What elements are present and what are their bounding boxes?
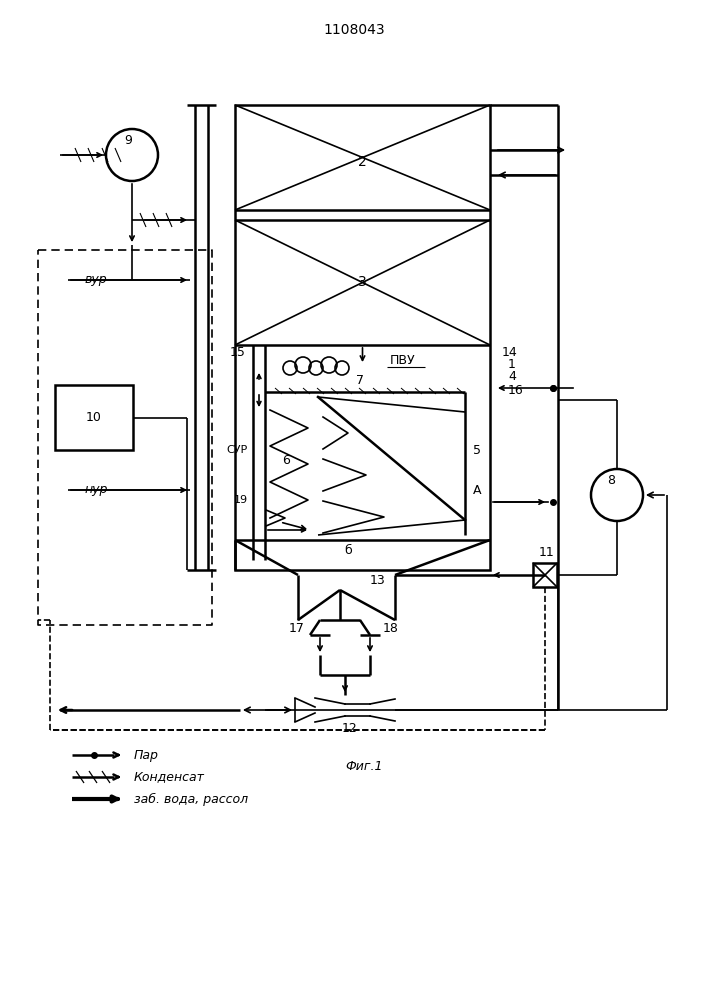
Text: 16: 16: [508, 383, 524, 396]
Text: Пар: Пар: [134, 748, 159, 762]
Text: б: б: [344, 544, 352, 556]
Text: 9: 9: [124, 134, 132, 147]
Bar: [55, 385, 133, 450]
Text: 8: 8: [607, 474, 615, 487]
Text: 2: 2: [358, 155, 367, 169]
Text: 3: 3: [358, 275, 367, 290]
Circle shape: [106, 129, 158, 181]
Text: 12: 12: [342, 722, 358, 734]
Text: 11: 11: [539, 546, 555, 560]
Bar: [235, 105, 490, 570]
Text: заб. вода, рассол: заб. вода, рассол: [134, 792, 248, 806]
Text: A: A: [473, 484, 481, 496]
Text: Конденсат: Конденсат: [134, 770, 205, 784]
Text: 17: 17: [289, 621, 305, 635]
Bar: [533, 563, 557, 587]
Text: нур: нур: [85, 484, 108, 496]
Text: 13: 13: [370, 574, 386, 586]
Text: 1108043: 1108043: [323, 23, 385, 37]
Text: 10: 10: [86, 411, 102, 424]
Circle shape: [591, 469, 643, 521]
Text: 1: 1: [508, 359, 516, 371]
Text: 19: 19: [234, 495, 248, 505]
Text: 4: 4: [508, 370, 516, 383]
Text: 7: 7: [356, 374, 364, 387]
Text: СУР: СУР: [227, 445, 248, 455]
Text: 6: 6: [282, 454, 290, 466]
Text: 5: 5: [473, 444, 481, 456]
Text: вур: вур: [85, 273, 107, 286]
Text: 14: 14: [502, 346, 518, 359]
Text: Фиг.1: Фиг.1: [345, 760, 382, 774]
Text: ПВУ: ПВУ: [390, 354, 416, 366]
Text: 18: 18: [383, 621, 399, 635]
Text: 15: 15: [230, 347, 246, 360]
